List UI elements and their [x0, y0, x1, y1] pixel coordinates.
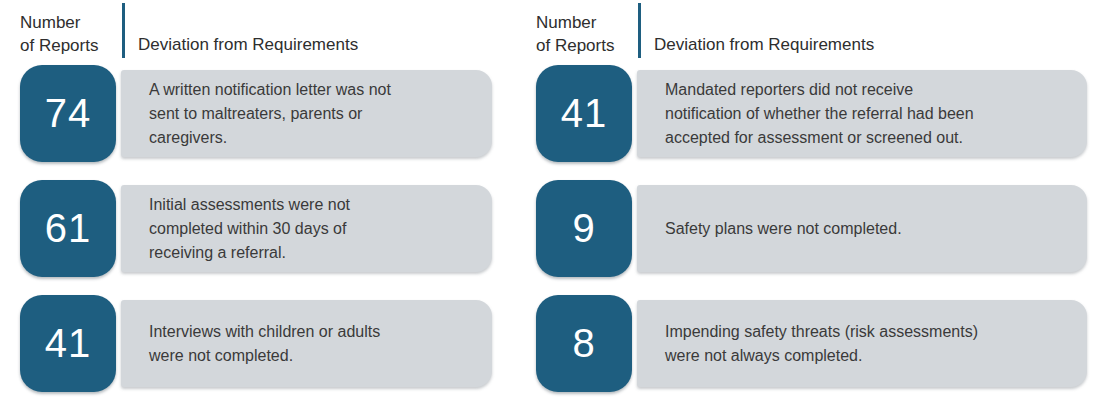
header-divider-line — [638, 3, 641, 58]
deviation-description: Impending safety threats (risk assessmen… — [637, 300, 1087, 387]
number-of-reports-label: Number of Reports — [20, 11, 116, 58]
deviation-description: A written notification letter was not se… — [121, 70, 492, 157]
column-header: Number of Reports Deviation from Require… — [20, 0, 492, 58]
report-row: 41 Interviews with children or adults we… — [20, 295, 492, 392]
report-row: 8 Impending safety threats (risk assessm… — [536, 295, 1087, 392]
column-header: Number of Reports Deviation from Require… — [536, 0, 1087, 58]
header-divider-line — [122, 3, 125, 58]
deviation-from-requirements-label: Deviation from Requirements — [138, 35, 358, 58]
report-count-badge: 9 — [536, 180, 632, 277]
number-of-reports-label: Number of Reports — [536, 11, 632, 58]
report-count-badge: 8 — [536, 295, 632, 392]
deviation-description: Initial assessments were not completed w… — [121, 185, 492, 272]
report-row: 41 Mandated reporters did not receive no… — [536, 65, 1087, 162]
report-column-right: Number of Reports Deviation from Require… — [536, 0, 1087, 392]
report-count-badge: 41 — [536, 65, 632, 162]
report-count-badge: 41 — [20, 295, 116, 392]
row-list: 41 Mandated reporters did not receive no… — [536, 65, 1087, 392]
deviation-from-requirements-label: Deviation from Requirements — [654, 35, 874, 58]
report-row: 61 Initial assessments were not complete… — [20, 180, 492, 277]
deviation-description: Safety plans were not completed. — [637, 185, 1087, 272]
report-column-left: Number of Reports Deviation from Require… — [20, 0, 492, 392]
row-list: 74 A written notification letter was not… — [20, 65, 492, 392]
report-deviation-infographic: Number of Reports Deviation from Require… — [0, 0, 1100, 415]
report-row: 9 Safety plans were not completed. — [536, 180, 1087, 277]
report-count-badge: 61 — [20, 180, 116, 277]
deviation-description: Interviews with children or adults were … — [121, 300, 492, 387]
report-count-badge: 74 — [20, 65, 116, 162]
report-row: 74 A written notification letter was not… — [20, 65, 492, 162]
deviation-description: Mandated reporters did not receive notif… — [637, 70, 1087, 157]
